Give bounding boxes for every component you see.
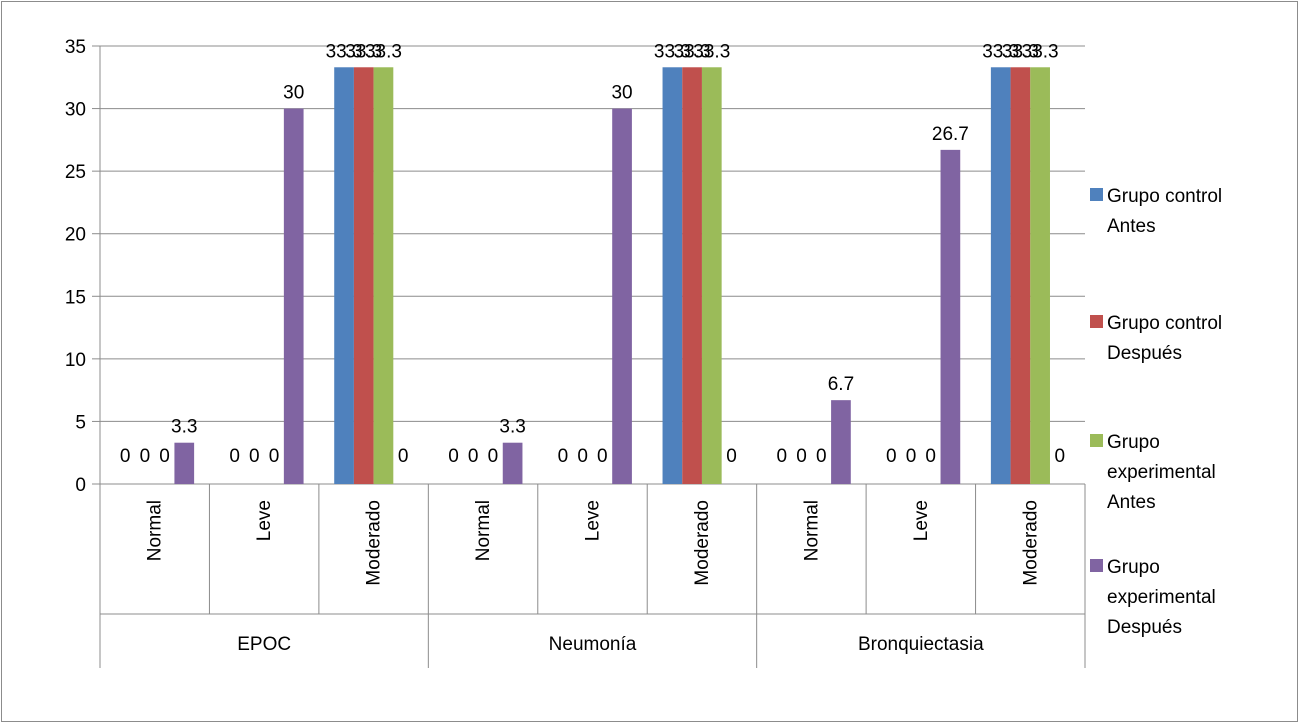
legend-swatch: [1090, 434, 1103, 447]
data-label: 0: [229, 446, 240, 467]
bar: [502, 442, 523, 484]
bar: [1030, 67, 1050, 484]
category-label: Moderado: [692, 500, 713, 586]
legend-swatch: [1090, 315, 1103, 328]
data-label: 0: [159, 446, 170, 467]
y-tick-label: 30: [65, 100, 86, 121]
data-label: 33.3: [693, 41, 730, 62]
data-label: 0: [269, 446, 280, 467]
legend-label: Antes: [1107, 216, 1156, 237]
data-label: 0: [925, 446, 936, 467]
data-label: 0: [816, 446, 827, 467]
legend-label: Grupo: [1107, 557, 1160, 578]
y-tick-label: 25: [65, 162, 86, 183]
bar: [353, 67, 374, 484]
data-label: 0: [398, 446, 409, 467]
data-label: 3.3: [499, 417, 525, 438]
legend-label: experimental: [1107, 462, 1216, 483]
data-label: 0: [488, 446, 499, 467]
category-label: Leve: [911, 500, 932, 541]
data-label: 0: [448, 446, 459, 467]
bar: [831, 400, 851, 484]
bar: [662, 67, 683, 484]
legend-label: Grupo control: [1107, 186, 1222, 207]
bar: [701, 67, 722, 484]
data-label: 0: [597, 446, 608, 467]
bar: [283, 108, 304, 485]
data-label: 6.7: [828, 374, 854, 395]
data-label: 0: [1055, 446, 1066, 467]
data-label: 33.3: [654, 41, 691, 62]
bar: [612, 108, 632, 485]
category-label: Moderado: [364, 500, 385, 586]
legend-label: Antes: [1107, 492, 1156, 513]
category-label: Leve: [254, 500, 275, 541]
bar: [174, 442, 195, 484]
bar: [334, 67, 354, 484]
legend-label: Grupo: [1107, 432, 1160, 453]
y-tick-label: 0: [75, 475, 86, 496]
category-label: Leve: [583, 500, 604, 541]
data-label: 0: [886, 446, 897, 467]
legend-label: Después: [1107, 343, 1182, 364]
data-label: 0: [796, 446, 807, 467]
y-tick-label: 35: [65, 37, 86, 58]
category-label: Normal: [473, 500, 494, 561]
data-label: 0: [140, 446, 151, 467]
legend-swatch: [1090, 559, 1103, 572]
data-label: 33.3: [1002, 41, 1039, 62]
y-tick-label: 10: [65, 350, 86, 371]
data-label: 0: [468, 446, 479, 467]
data-label: 26.7: [932, 124, 969, 145]
group-label: Neumonía: [549, 634, 637, 655]
y-tick-label: 15: [65, 287, 86, 308]
legend-label: Después: [1107, 617, 1182, 638]
data-label: 3.3: [171, 417, 197, 438]
data-label: 33.3: [1022, 41, 1059, 62]
data-label: 30: [611, 83, 632, 104]
legend-label: Grupo control: [1107, 313, 1222, 334]
data-label: 33.3: [365, 41, 402, 62]
data-label: 0: [726, 446, 737, 467]
bar: [373, 67, 394, 484]
bar: [682, 67, 702, 484]
group-label: EPOC: [237, 634, 291, 655]
legend-swatch: [1090, 188, 1103, 201]
legend-label: experimental: [1107, 587, 1216, 608]
data-label: 30: [283, 83, 304, 104]
data-label: 0: [577, 446, 588, 467]
group-label: Bronquiectasia: [858, 634, 984, 655]
bar: [1010, 67, 1031, 484]
category-label: Normal: [145, 500, 166, 561]
data-label: 33.3: [326, 41, 363, 62]
data-label: 33.3: [345, 41, 382, 62]
data-label: 0: [249, 446, 260, 467]
data-label: 0: [120, 446, 131, 467]
y-tick-label: 5: [75, 412, 86, 433]
data-label: 33.3: [674, 41, 711, 62]
data-label: 0: [906, 446, 917, 467]
category-label: Normal: [801, 500, 822, 561]
bar: [940, 149, 961, 484]
data-label: 33.3: [982, 41, 1019, 62]
bar: [990, 67, 1011, 484]
category-label: Moderado: [1020, 500, 1041, 586]
data-label: 0: [777, 446, 788, 467]
y-tick-label: 20: [65, 225, 86, 246]
data-label: 0: [558, 446, 569, 467]
